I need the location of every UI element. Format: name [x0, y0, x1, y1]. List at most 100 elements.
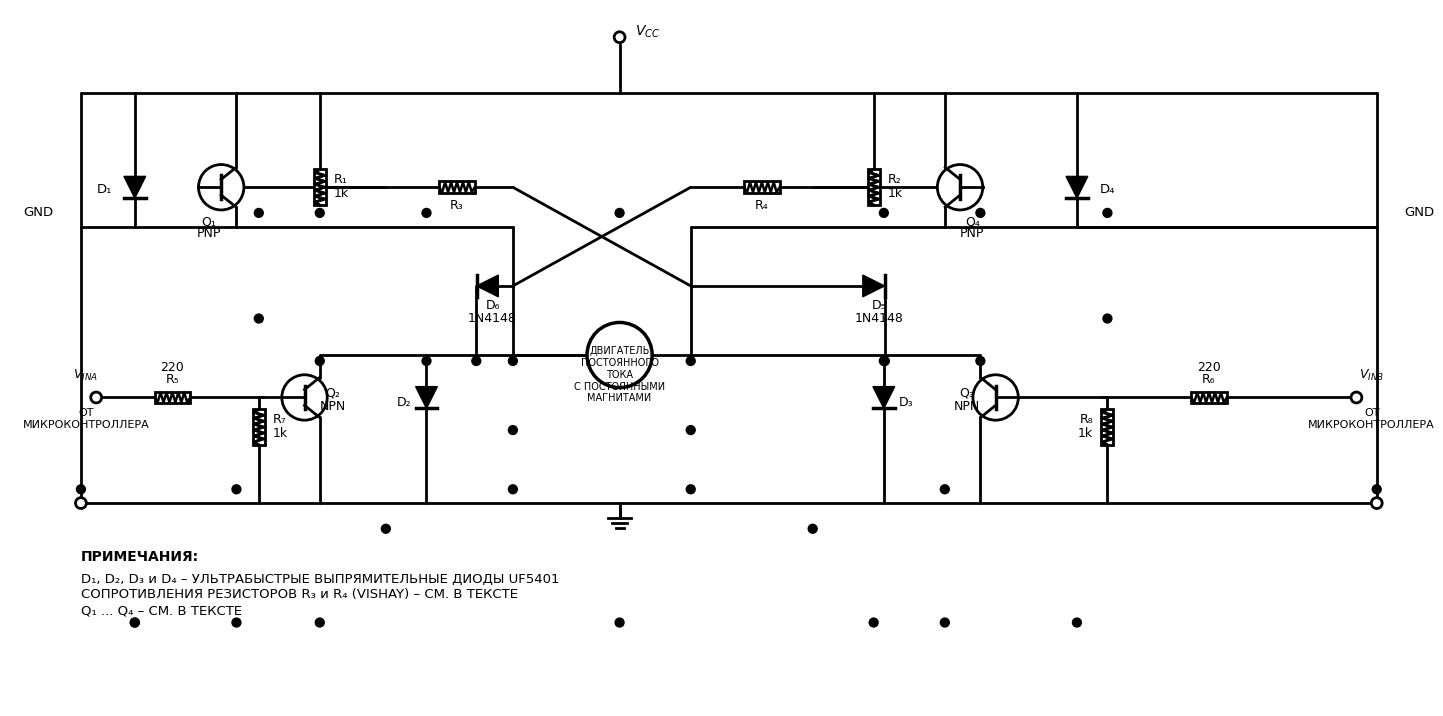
Circle shape — [421, 357, 431, 365]
Text: R₁: R₁ — [333, 173, 348, 186]
Text: R₂: R₂ — [887, 173, 902, 186]
Polygon shape — [1066, 176, 1088, 198]
Circle shape — [879, 357, 889, 365]
Circle shape — [508, 425, 517, 435]
Text: 220: 220 — [160, 362, 185, 374]
Bar — [253, 410, 264, 445]
Text: R₆: R₆ — [1202, 373, 1216, 386]
Bar — [313, 170, 326, 205]
Text: 220: 220 — [1198, 362, 1221, 374]
Polygon shape — [863, 275, 885, 297]
Text: Q₂: Q₂ — [326, 386, 341, 399]
Text: PNP: PNP — [960, 227, 984, 240]
Text: ОТ: ОТ — [78, 408, 94, 418]
Text: $V_{CC}$: $V_{CC}$ — [635, 24, 659, 41]
Circle shape — [1371, 498, 1382, 508]
Circle shape — [91, 392, 101, 403]
Circle shape — [941, 618, 949, 627]
Circle shape — [587, 322, 652, 387]
Circle shape — [232, 485, 241, 494]
Circle shape — [975, 357, 984, 365]
Bar — [1192, 392, 1227, 403]
Circle shape — [615, 208, 623, 218]
Text: D₁, D₂, D₃ и D₄ – УЛЬТРАБЫСТРЫЕ ВЫПРЯМИТЕЛЬНЫЕ ДИОДЫ UF5401: D₁, D₂, D₃ и D₄ – УЛЬТРАБЫСТРЫЕ ВЫПРЯМИТ… — [81, 573, 560, 586]
Text: Q₁: Q₁ — [202, 216, 216, 228]
Circle shape — [421, 208, 431, 218]
Circle shape — [1102, 314, 1113, 323]
Circle shape — [130, 618, 139, 627]
Circle shape — [869, 618, 879, 627]
Text: Q₃: Q₃ — [960, 386, 974, 399]
Circle shape — [687, 485, 696, 494]
Circle shape — [879, 208, 889, 218]
Circle shape — [76, 485, 85, 494]
Text: $V_{INB}$: $V_{INB}$ — [1359, 368, 1384, 383]
Circle shape — [508, 485, 517, 494]
Text: МИКРОКОНТРОЛЛЕРА: МИКРОКОНТРОЛЛЕРА — [23, 420, 150, 430]
Text: СОПРОТИВЛЕНИЯ РЕЗИСТОРОВ R₃ и R₄ (VISHAY) – СМ. В ТЕКСТЕ: СОПРОТИВЛЕНИЯ РЕЗИСТОРОВ R₃ и R₄ (VISHAY… — [81, 589, 518, 601]
Circle shape — [281, 374, 328, 420]
Text: Q₄: Q₄ — [965, 216, 980, 228]
Text: 1k: 1k — [273, 427, 289, 440]
Text: ОТ: ОТ — [1364, 408, 1380, 418]
Text: ПОСТОЯННОГО: ПОСТОЯННОГО — [580, 358, 658, 368]
Circle shape — [381, 524, 390, 533]
Circle shape — [254, 314, 263, 323]
Text: МАГНИТАМИ: МАГНИТАМИ — [587, 394, 652, 404]
Circle shape — [687, 357, 696, 365]
Text: 1N4148: 1N4148 — [468, 312, 517, 325]
Text: 1N4148: 1N4148 — [854, 312, 903, 325]
Circle shape — [316, 208, 325, 218]
Text: R₄: R₄ — [755, 198, 769, 211]
Text: D₃: D₃ — [899, 396, 913, 409]
Text: D₆: D₆ — [485, 299, 499, 312]
Polygon shape — [416, 387, 437, 408]
Text: D₅: D₅ — [872, 299, 886, 312]
Bar — [154, 392, 190, 403]
Polygon shape — [476, 275, 498, 297]
Circle shape — [1102, 208, 1113, 218]
Text: R₅: R₅ — [166, 373, 179, 386]
Circle shape — [938, 165, 983, 210]
Text: GND: GND — [1404, 206, 1434, 219]
Text: D₁: D₁ — [97, 183, 113, 195]
Circle shape — [615, 32, 625, 43]
Polygon shape — [873, 387, 895, 408]
Text: D₄: D₄ — [1100, 183, 1115, 195]
Text: D₂: D₂ — [397, 396, 411, 409]
Text: $V_{INA}$: $V_{INA}$ — [74, 368, 98, 383]
Circle shape — [199, 165, 244, 210]
Text: NPN: NPN — [954, 400, 980, 413]
Text: 1k: 1k — [333, 187, 349, 200]
Bar — [745, 181, 779, 193]
Circle shape — [975, 208, 984, 218]
Text: 1k: 1k — [1078, 427, 1094, 440]
Text: PNP: PNP — [196, 227, 221, 240]
Text: 1k: 1k — [887, 187, 903, 200]
Circle shape — [973, 374, 1019, 420]
Circle shape — [508, 357, 517, 365]
Circle shape — [75, 498, 87, 508]
Circle shape — [615, 618, 623, 627]
Text: R₈: R₈ — [1079, 412, 1094, 426]
Text: GND: GND — [23, 206, 53, 219]
Bar — [867, 170, 880, 205]
Circle shape — [687, 425, 696, 435]
Text: R₇: R₇ — [273, 412, 287, 426]
Text: NPN: NPN — [320, 400, 346, 413]
Circle shape — [254, 208, 263, 218]
Bar — [439, 181, 475, 193]
Text: ПРИМЕЧАНИЯ:: ПРИМЕЧАНИЯ: — [81, 551, 199, 564]
Circle shape — [232, 618, 241, 627]
Text: С ПОСТОЯННЫМИ: С ПОСТОЯННЫМИ — [574, 382, 665, 392]
Circle shape — [316, 618, 325, 627]
Circle shape — [130, 618, 139, 627]
Circle shape — [472, 357, 481, 365]
Text: R₃: R₃ — [450, 198, 463, 211]
Circle shape — [1351, 392, 1362, 403]
Circle shape — [1072, 618, 1081, 627]
Bar — [1101, 410, 1114, 445]
Circle shape — [1372, 485, 1381, 494]
Circle shape — [941, 485, 949, 494]
Circle shape — [880, 357, 889, 365]
